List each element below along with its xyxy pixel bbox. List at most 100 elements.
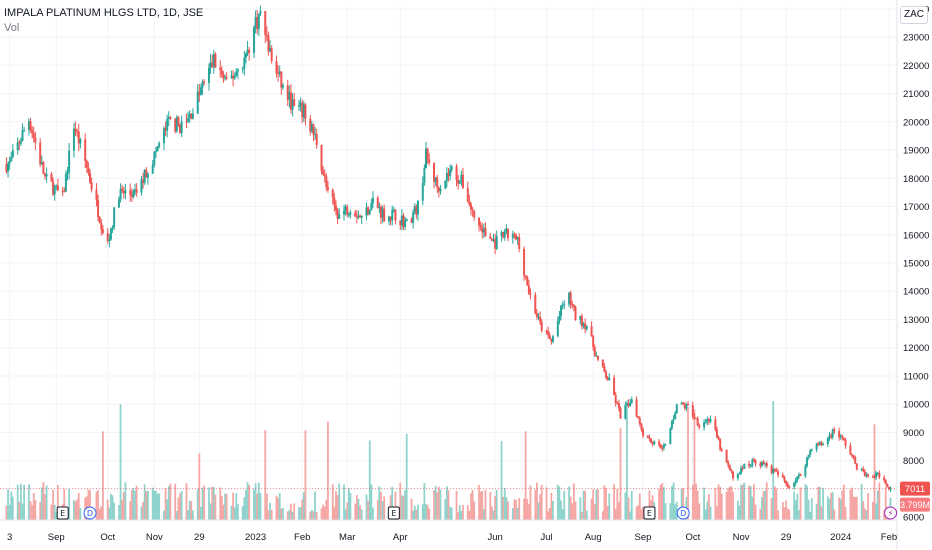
volume-bar: [773, 486, 776, 520]
candle-body: [11, 150, 14, 158]
candle-body: [871, 476, 874, 478]
candle-body: [889, 488, 892, 490]
candle-body: [560, 305, 563, 316]
volume-bar: [399, 482, 402, 520]
volume-bar: [494, 495, 497, 520]
volume-bar: [502, 496, 505, 520]
currency-badge[interactable]: ZAC: [900, 6, 928, 24]
y-tick-label: 13000: [903, 315, 929, 326]
volume-bar: [175, 511, 178, 520]
candle-body: [500, 232, 503, 236]
candle-body: [822, 444, 825, 446]
candle-body: [280, 71, 283, 88]
volume-bar: [410, 498, 413, 520]
volume-bar: [876, 490, 879, 520]
volume-bar: [73, 500, 75, 520]
volume-bar: [208, 487, 210, 520]
candle-body: [39, 142, 42, 165]
volume-bar: [534, 489, 537, 520]
candle-body: [7, 163, 10, 172]
candle-body: [421, 182, 424, 201]
volume-bar: [595, 489, 598, 520]
y-tick-label: 9000: [903, 428, 924, 439]
volume-bar: [728, 486, 731, 520]
volume-bar: [106, 499, 109, 520]
volume-bar: [437, 486, 440, 520]
volume-bar: [241, 506, 244, 520]
volume-bar: [619, 427, 622, 520]
candle-body: [613, 377, 616, 396]
candle-body: [31, 130, 34, 134]
volume-bar: [809, 511, 812, 520]
dividend-marker[interactable]: D: [83, 506, 97, 520]
candle-body: [84, 139, 87, 161]
volume-bar: [79, 507, 82, 520]
candle-body: [748, 463, 751, 466]
volume-bar: [11, 496, 14, 520]
candle-body: [326, 186, 329, 190]
candle-body: [109, 228, 112, 240]
candle-body: [725, 449, 728, 463]
candle-body: [167, 117, 170, 119]
dividend-marker[interactable]: D: [676, 506, 690, 520]
candle-body: [158, 143, 161, 147]
news-marker[interactable]: ⚡: [884, 506, 898, 520]
volume-bar: [314, 491, 316, 520]
candle-body: [568, 292, 571, 305]
candle-body: [470, 204, 473, 210]
volume-bar: [582, 490, 585, 520]
volume-bar: [500, 440, 503, 520]
candle-body: [523, 248, 526, 276]
volume-bar: [536, 482, 538, 520]
volume-bar: [569, 496, 572, 520]
candle-body: [235, 71, 238, 77]
volume-bar: [315, 511, 318, 520]
volume-bar: [56, 484, 59, 520]
marker-label: D: [680, 509, 686, 518]
candle-body: [540, 321, 543, 331]
volume-bar: [434, 485, 437, 520]
volume-bar: [606, 506, 609, 520]
earnings-marker[interactable]: E: [56, 506, 69, 520]
dividend-icon: [83, 506, 97, 520]
volume-bar: [470, 493, 472, 520]
volume-bar: [225, 493, 228, 520]
volume-bar: [563, 491, 566, 520]
volume-bar: [243, 497, 246, 520]
candle-body: [416, 200, 419, 215]
candle-body: [674, 412, 677, 419]
volume-bar: [627, 497, 630, 520]
volume-bar: [248, 485, 251, 520]
candle-body: [752, 459, 755, 461]
candle-body: [437, 187, 440, 192]
legend-volume-label[interactable]: Vol: [4, 22, 20, 34]
volume-bar: [661, 483, 664, 520]
earnings-marker[interactable]: E: [643, 506, 656, 520]
volume-bar: [151, 487, 154, 520]
candle-body: [794, 480, 797, 484]
candle-body: [839, 435, 842, 438]
earnings-marker[interactable]: E: [387, 506, 400, 520]
candle-body: [820, 442, 823, 445]
candle-body: [457, 180, 460, 184]
candle-body: [662, 444, 665, 449]
news-icon: [884, 506, 898, 520]
candle-body: [828, 435, 831, 438]
volume-bar: [288, 509, 291, 520]
volume-bar: [770, 498, 773, 520]
candle-body: [495, 235, 498, 249]
volume-bar: [212, 487, 215, 520]
candle-body: [593, 347, 596, 356]
event-markers: E D E E D ⚡: [56, 506, 898, 520]
candle-body: [256, 16, 259, 30]
candle-body: [124, 190, 127, 194]
candle-body: [687, 404, 690, 406]
candle-body: [844, 440, 847, 446]
x-tick-label: 29: [194, 532, 205, 543]
legend-symbol-title[interactable]: IMPALA PLATINUM HLGS LTD, 1D, JSE: [4, 7, 204, 19]
volume-bar: [447, 490, 450, 520]
volume-bar: [529, 485, 532, 520]
volume-bar: [146, 491, 149, 520]
volume-bar: [201, 487, 204, 520]
